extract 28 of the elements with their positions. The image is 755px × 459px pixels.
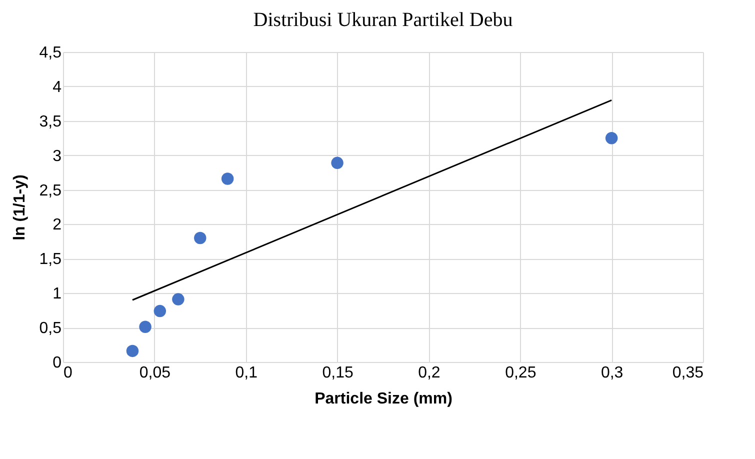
x-axis-title: Particle Size (mm) bbox=[314, 390, 452, 408]
y-tick-label: 1 bbox=[52, 286, 62, 303]
point bbox=[221, 172, 234, 185]
x-tick-label: 0,3 bbox=[600, 364, 624, 382]
chart-title: Distribusi Ukuran Partikel Debu bbox=[253, 9, 513, 31]
y-axis-title: ln (1/1-y) bbox=[11, 174, 28, 240]
point bbox=[139, 320, 152, 333]
x-tick-label: 0,2 bbox=[418, 364, 440, 382]
x-tick-label: 0,05 bbox=[139, 364, 171, 382]
x-tick-label: 0,35 bbox=[672, 364, 704, 382]
point bbox=[154, 304, 166, 318]
y-tick-label: 0,5 bbox=[39, 320, 62, 338]
y-tick-label: 4,5 bbox=[39, 44, 62, 62]
point bbox=[605, 132, 618, 144]
x-tick-label: 0,25 bbox=[505, 364, 536, 382]
point bbox=[126, 344, 139, 358]
point bbox=[172, 293, 184, 306]
x-tick-label: 0,15 bbox=[322, 364, 354, 382]
y-tick-label: 1,5 bbox=[39, 251, 62, 268]
point bbox=[331, 156, 344, 170]
y-tick-label: 2 bbox=[52, 216, 62, 234]
y-tick-label: 3,5 bbox=[39, 113, 62, 130]
y-tick-label: 4 bbox=[52, 78, 62, 96]
y-tick-label: 3 bbox=[52, 148, 62, 165]
y-tick-label: 2,5 bbox=[39, 182, 62, 200]
x-tick-label: 0 bbox=[64, 364, 72, 382]
x-tick-label: 0,1 bbox=[235, 364, 258, 382]
point bbox=[194, 232, 206, 244]
